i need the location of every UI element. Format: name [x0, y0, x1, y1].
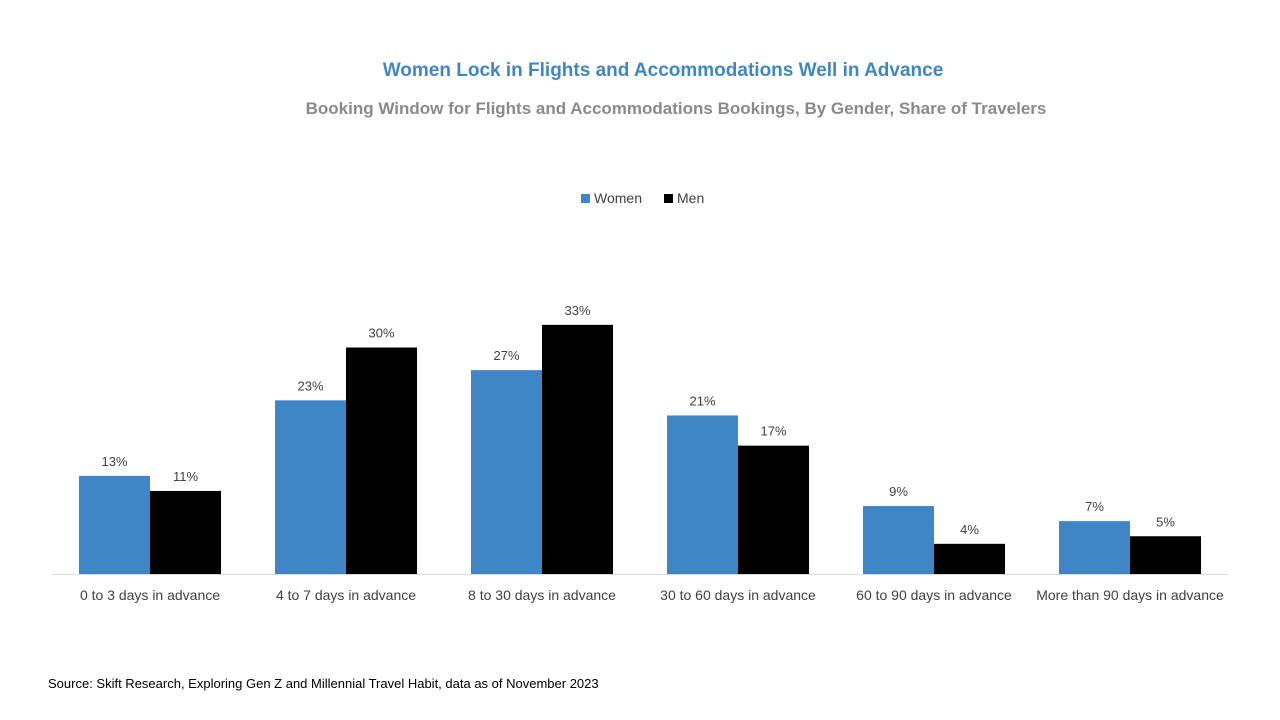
x-tick-label-0: 0 to 3 days in advance	[80, 587, 220, 603]
value-labels-group: 13% 11% 23% 30% 27% 33% 21% 17% 9% 4% 7% 5%	[101, 303, 1175, 537]
x-tick-label-2: 8 to 30 days in advance	[468, 587, 616, 603]
data-label-men-1: 30%	[368, 326, 394, 341]
x-tick-label-3: 30 to 60 days in advance	[660, 587, 816, 603]
data-label-women-1: 23%	[297, 378, 323, 393]
data-label-women-5: 7%	[1085, 499, 1104, 514]
legend-label-women: Women	[594, 190, 642, 206]
legend-swatch-men	[664, 194, 673, 203]
data-label-men-3: 17%	[760, 424, 786, 439]
data-label-men-0: 11%	[173, 469, 198, 484]
legend-label-men: Men	[677, 190, 704, 206]
data-label-women-3: 21%	[689, 393, 715, 408]
bar-men-1	[346, 347, 417, 574]
x-tick-label-5: More than 90 days in advance	[1036, 587, 1224, 603]
bar-women-4	[863, 506, 934, 574]
data-label-women-0: 13%	[101, 454, 127, 469]
bar-men-3	[738, 445, 809, 574]
legend-swatch-women	[581, 194, 590, 203]
data-label-men-4: 4%	[960, 522, 979, 537]
data-label-men-2: 33%	[564, 303, 590, 318]
x-tick-label-1: 4 to 7 days in advance	[276, 587, 416, 603]
bar-men-2	[542, 324, 613, 574]
bar-women-3	[667, 415, 738, 574]
legend: Women Men	[581, 190, 704, 206]
bar-women-0	[79, 475, 150, 574]
bar-women-5	[1059, 521, 1130, 574]
bars-group	[79, 324, 1201, 574]
bar-women-1	[275, 400, 346, 574]
chart-title: Women Lock in Flights and Accommodations…	[382, 60, 944, 81]
bar-men-0	[150, 490, 221, 574]
source-note: Source: Skift Research, Exploring Gen Z …	[48, 676, 599, 691]
bar-men-5	[1130, 536, 1201, 574]
data-label-women-2: 27%	[493, 348, 519, 363]
data-label-men-5: 5%	[1156, 514, 1175, 529]
x-tick-label-4: 60 to 90 days in advance	[856, 587, 1012, 603]
bar-men-4	[934, 543, 1005, 574]
data-label-women-4: 9%	[889, 484, 908, 499]
chart-subtitle: Booking Window for Flights and Accommoda…	[305, 99, 1047, 118]
x-axis-tick-labels: 0 to 3 days in advance 4 to 7 days in adv…	[80, 587, 1224, 603]
bar-women-2	[471, 370, 542, 574]
